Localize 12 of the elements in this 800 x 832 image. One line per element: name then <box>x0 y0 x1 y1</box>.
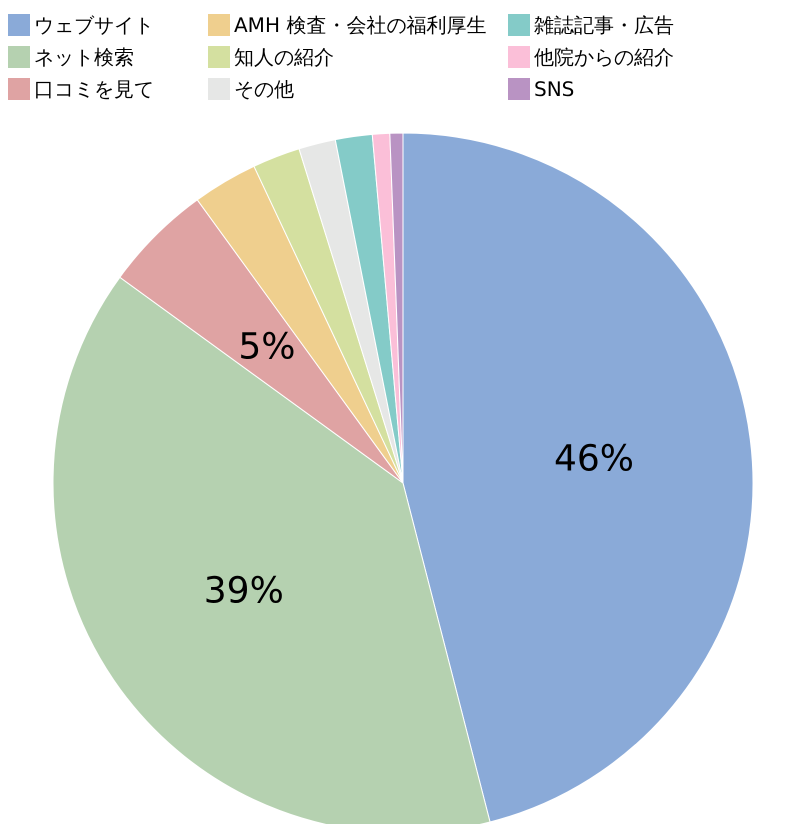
legend-label: 知人の紹介 <box>234 45 334 69</box>
data-label: 39% <box>204 570 284 612</box>
legend-label: 口コミを見て <box>34 77 154 101</box>
legend-label: 雑誌記事・広告 <box>534 13 674 37</box>
legend-label: 他院からの紹介 <box>534 45 674 69</box>
legend-label: その他 <box>234 77 294 101</box>
legend-label: ネット検索 <box>34 45 134 69</box>
legend-label: AMH 検査・会社の福利厚生 <box>234 13 486 37</box>
legend-label: SNS <box>534 77 574 101</box>
legend-label: ウェブサイト <box>34 13 154 37</box>
data-label: 46% <box>554 438 634 480</box>
data-label: 5% <box>238 326 296 368</box>
